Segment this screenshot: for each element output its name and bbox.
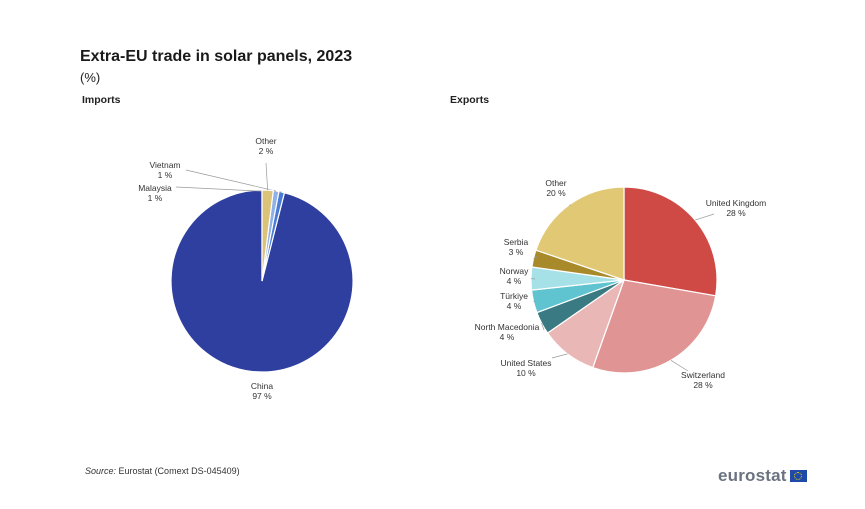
imports-label-other: Other [255,136,276,146]
imports-subtitle: Imports [82,94,121,106]
exports-leader-north-macedonia [541,323,545,331]
imports-value-china: 97 % [252,391,272,401]
imports-label-vietnam: Vietnam [149,160,180,170]
exports-slice-united-kingdom [623,186,718,297]
chart-title: Extra-EU trade in solar panels, 2023 [80,48,353,65]
exports-label-other: Other [545,178,566,188]
exports-leader-united-kingdom [695,213,715,221]
imports-value-other: 2 % [259,146,274,156]
source-label: Source: [85,466,117,476]
imports-label-china: China [251,381,273,391]
exports-label-united-kingdom: United Kingdom [706,198,766,208]
exports-leader-united-states [551,353,568,359]
exports-label-serbia: Serbia [504,237,529,247]
imports-value-vietnam: 1 % [158,170,173,180]
imports-leader-other [265,162,269,191]
exports-value-norway: 4 % [507,276,522,286]
exports-leader-switzerland [670,360,689,372]
exports-label-north-macedonia: North Macedonia [475,322,540,332]
eurostat-logo: eurostat [718,466,807,486]
exports-value-serbia: 3 % [509,247,524,257]
imports-label-malaysia: Malaysia [138,183,172,193]
exports-leader-serbia [533,256,538,259]
imports-value-malaysia: 1 % [148,193,163,203]
eu-flag-icon [789,470,807,482]
exports-label-norway: Norway [500,266,530,276]
exports-value-other: 20 % [546,188,566,198]
source-text: Eurostat (Comext DS-045409) [118,466,240,476]
exports-value-united-kingdom: 28 % [726,208,746,218]
exports-value-north-macedonia: 4 % [500,332,515,342]
exports-label-united-states: United States [500,358,551,368]
imports-leader-vietnam [185,169,277,192]
exports-leader-turkiye [533,301,537,303]
source-note: Source: Eurostat (Comext DS-045409) [85,466,240,476]
exports-slice-switzerland [592,279,717,374]
exports-label-turkiye: Türkiye [500,291,528,301]
exports-value-united-states: 10 % [516,368,536,378]
chart-unit: (%) [80,70,101,85]
exports-label-switzerland: Switzerland [681,370,725,380]
exports-value-turkiye: 4 % [507,301,522,311]
exports-value-switzerland: 28 % [693,380,713,390]
logo-wordmark: eurostat [718,466,787,485]
exports-subtitle: Exports [450,94,490,106]
